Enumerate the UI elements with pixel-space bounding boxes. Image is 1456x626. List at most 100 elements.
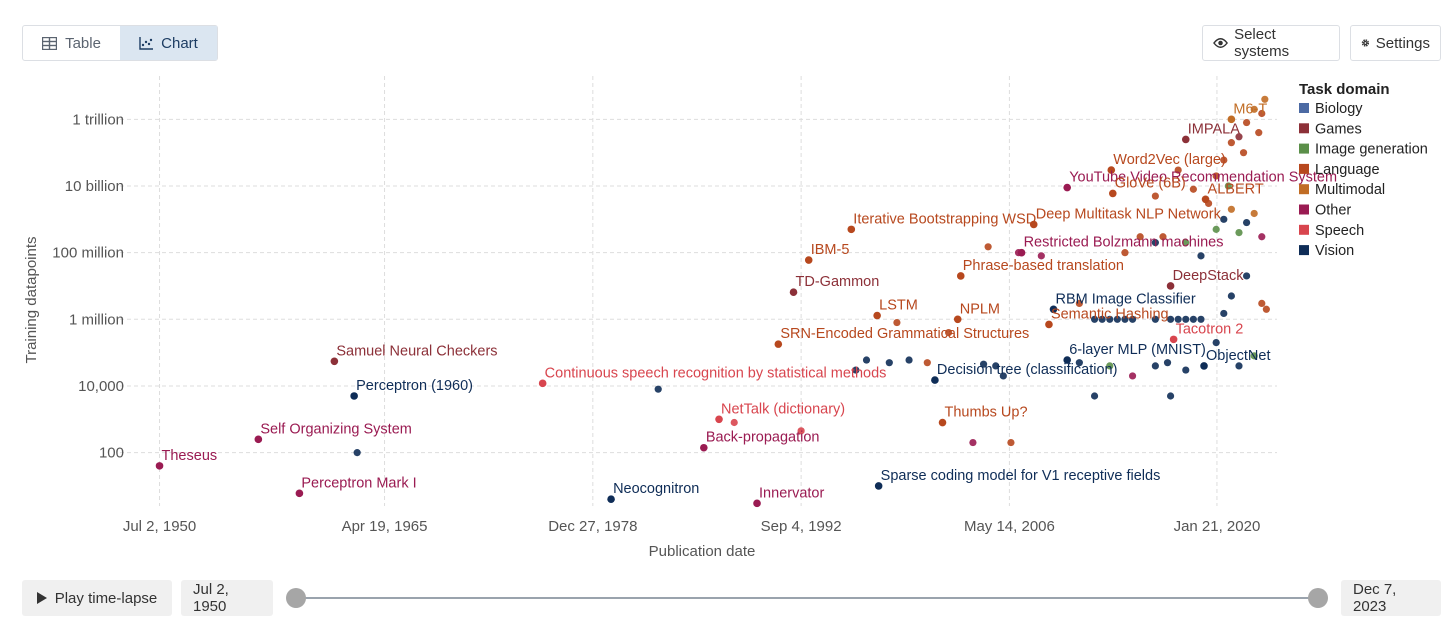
data-point[interactable] <box>852 366 860 374</box>
data-point[interactable] <box>774 340 783 348</box>
data-point[interactable] <box>1166 392 1175 400</box>
data-point[interactable] <box>1049 305 1058 314</box>
legend-item[interactable]: Multimodal <box>1315 182 1385 198</box>
data-point[interactable] <box>254 435 263 444</box>
data-point[interactable] <box>969 438 977 447</box>
data-point[interactable] <box>1182 315 1190 323</box>
data-point[interactable] <box>1220 309 1228 318</box>
data-point[interactable] <box>804 256 813 264</box>
data-point[interactable] <box>295 489 304 498</box>
data-point[interactable] <box>1242 218 1251 227</box>
data-point[interactable] <box>538 379 547 388</box>
data-point[interactable] <box>1106 315 1114 323</box>
data-point[interactable] <box>1121 249 1129 257</box>
data-point[interactable] <box>1017 248 1026 257</box>
data-point[interactable] <box>155 462 164 470</box>
data-point[interactable] <box>1250 105 1258 113</box>
data-point[interactable] <box>1109 189 1117 198</box>
legend-item[interactable]: Vision <box>1315 243 1354 259</box>
data-point[interactable] <box>1220 215 1228 223</box>
settings-button[interactable]: Settings <box>1350 25 1441 61</box>
data-point[interactable] <box>1258 233 1266 241</box>
data-point[interactable] <box>789 288 798 297</box>
data-point[interactable] <box>1128 315 1137 323</box>
data-point[interactable] <box>1151 315 1159 323</box>
data-point[interactable] <box>1235 133 1243 141</box>
data-point[interactable] <box>984 243 992 251</box>
data-point[interactable] <box>350 392 358 400</box>
timeline-slider-track[interactable] <box>296 597 1318 599</box>
data-point[interactable] <box>1200 362 1208 370</box>
data-point[interactable] <box>1182 366 1190 374</box>
data-point[interactable] <box>1212 225 1220 233</box>
legend-item[interactable]: Speech <box>1315 223 1364 239</box>
data-point[interactable] <box>1235 228 1243 237</box>
data-point[interactable] <box>953 315 962 324</box>
data-point[interactable] <box>1189 185 1197 193</box>
data-point[interactable] <box>607 495 615 503</box>
data-point[interactable] <box>1090 315 1099 323</box>
data-point[interactable] <box>1255 129 1263 137</box>
data-point[interactable] <box>715 415 723 424</box>
data-point[interactable] <box>1151 239 1159 247</box>
data-point[interactable] <box>905 356 913 364</box>
legend-item[interactable]: Biology <box>1315 101 1363 117</box>
data-point[interactable] <box>1212 339 1220 347</box>
data-point[interactable] <box>730 418 738 427</box>
data-point[interactable] <box>1227 115 1236 124</box>
data-point[interactable] <box>885 359 893 367</box>
data-point[interactable] <box>1197 252 1205 260</box>
data-point[interactable] <box>873 311 881 320</box>
data-point[interactable] <box>1250 352 1258 360</box>
data-point[interactable] <box>1201 195 1210 204</box>
data-point[interactable] <box>1166 315 1175 323</box>
data-point[interactable] <box>1063 183 1071 192</box>
legend-item[interactable]: Language <box>1315 162 1380 178</box>
data-point[interactable] <box>753 499 761 508</box>
data-point[interactable] <box>1174 166 1182 174</box>
data-point[interactable] <box>1045 320 1053 329</box>
data-point[interactable] <box>931 376 939 384</box>
data-point[interactable] <box>797 427 805 435</box>
data-point[interactable] <box>1037 252 1045 260</box>
data-point[interactable] <box>1063 356 1071 364</box>
data-point[interactable] <box>700 443 708 452</box>
data-point[interactable] <box>956 272 965 280</box>
data-point[interactable] <box>1159 233 1167 241</box>
data-point[interactable] <box>1169 335 1178 344</box>
data-point[interactable] <box>1224 182 1232 190</box>
data-point[interactable] <box>330 357 339 366</box>
play-timelapse-button[interactable]: Play time-lapse <box>22 580 172 616</box>
data-point[interactable] <box>1258 109 1266 118</box>
data-point[interactable] <box>1106 362 1114 370</box>
data-point[interactable] <box>999 372 1007 380</box>
data-point[interactable] <box>945 328 953 337</box>
data-point[interactable] <box>847 225 856 234</box>
data-point[interactable] <box>1007 438 1015 447</box>
timeline-start-handle[interactable] <box>286 588 306 608</box>
data-point[interactable] <box>1151 192 1159 200</box>
data-point[interactable] <box>1136 233 1144 241</box>
data-point[interactable] <box>1128 372 1137 380</box>
data-point[interactable] <box>923 359 931 367</box>
data-point[interactable] <box>1166 282 1175 290</box>
data-point[interactable] <box>1098 315 1106 323</box>
data-point[interactable] <box>1235 362 1243 370</box>
data-point[interactable] <box>1113 315 1121 323</box>
data-point[interactable] <box>1163 359 1172 367</box>
data-point[interactable] <box>1174 315 1182 323</box>
data-point[interactable] <box>1227 205 1235 213</box>
data-point[interactable] <box>1262 305 1270 313</box>
data-point[interactable] <box>1261 95 1269 103</box>
data-point[interactable] <box>1121 315 1129 323</box>
data-point[interactable] <box>654 385 662 393</box>
data-point[interactable] <box>1242 118 1251 127</box>
data-point[interactable] <box>1227 139 1235 147</box>
legend-item[interactable]: Other <box>1315 203 1351 219</box>
tab-chart[interactable]: Chart <box>120 26 217 60</box>
data-point[interactable] <box>353 449 361 457</box>
data-point[interactable] <box>1189 315 1197 323</box>
tab-table[interactable]: Table <box>23 26 120 60</box>
legend-item[interactable]: Games <box>1315 121 1362 137</box>
data-point[interactable] <box>1197 315 1205 323</box>
